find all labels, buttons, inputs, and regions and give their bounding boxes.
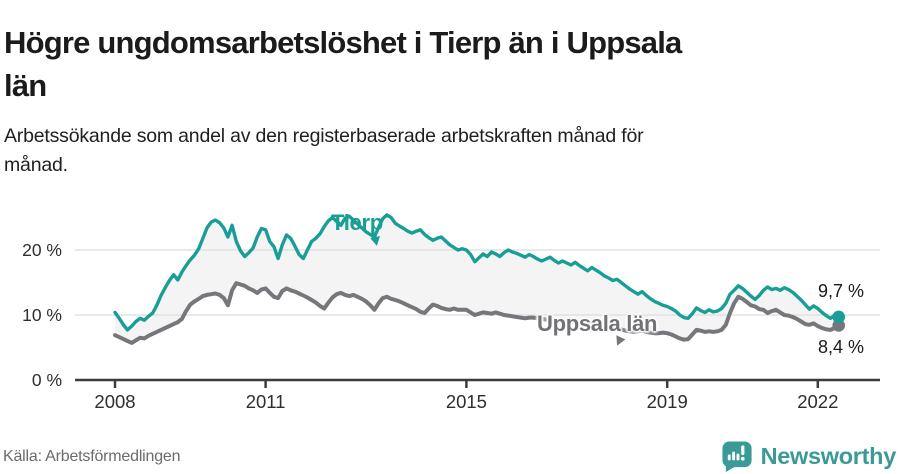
- x-tick-label: 2011: [246, 391, 286, 412]
- page-title: Högre ungdomsarbetslöshet i Tierp än i U…: [4, 24, 682, 103]
- uppsala-line: [113, 281, 841, 345]
- y-tick-label: 20 %: [22, 240, 62, 260]
- newsworthy-logo[interactable]: Newsworthy: [721, 440, 896, 473]
- chart-svg: 2008 2011 2015 2019 2022 0 % 10 % 20 %: [22, 213, 880, 412]
- source-attribution: Källa: Arbetsförmedlingen: [3, 448, 181, 465]
- fill-between-series: [115, 214, 839, 343]
- x-tick-label: 2015: [446, 391, 487, 412]
- series-label-uppsala: Uppsala län: [537, 311, 658, 336]
- x-tick-label: 2019: [647, 391, 688, 412]
- newsworthy-bubble-chart-icon: [721, 440, 754, 473]
- x-tick-label: 2008: [94, 391, 135, 412]
- uppsala-end-value-label: 8,4 %: [818, 337, 865, 357]
- tierp-line: [113, 213, 841, 332]
- y-tick-label: 0 %: [32, 370, 62, 390]
- x-tick-label: 2022: [797, 391, 838, 412]
- series-label-tierp: Tierp: [331, 210, 383, 235]
- y-tick-label: 10 %: [22, 305, 62, 325]
- chart-subtitle: Arbetssökande som andel av den registerb…: [4, 124, 644, 176]
- newsworthy-wordmark: Newsworthy: [760, 443, 897, 469]
- tierp-end-value-label: 9,7 %: [818, 281, 865, 301]
- line-chart: 2008 2011 2015 2019 2022 0 % 10 % 20 %: [0, 190, 900, 425]
- tierp-end-dot: [832, 310, 846, 324]
